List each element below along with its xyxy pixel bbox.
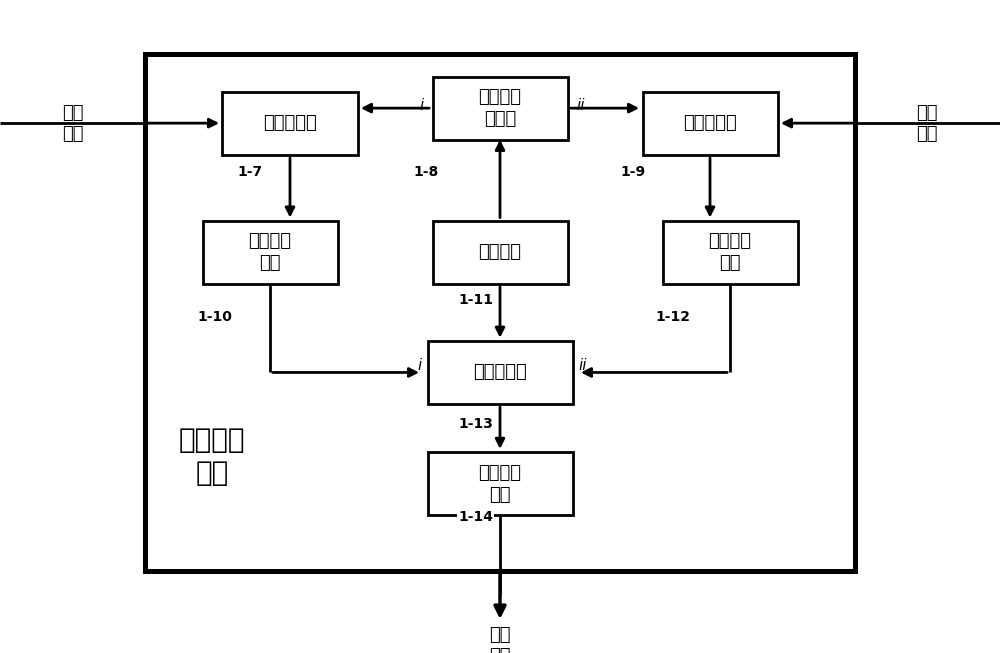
Text: 1-8: 1-8 [413,165,438,179]
Bar [432,221,568,284]
Text: 输入
信号: 输入 信号 [916,104,938,142]
Text: ii: ii [576,98,584,112]
Text: 第一混频器: 第一混频器 [263,114,317,132]
Text: 第一功率
分配器: 第一功率 分配器 [479,88,522,128]
Bar [428,452,572,515]
Bar [428,341,572,404]
Text: 1-14: 1-14 [458,509,493,524]
Bar [642,91,778,155]
Bar [432,76,568,140]
Text: 第三电滤
波器: 第三电滤 波器 [708,232,752,272]
Text: 1-13: 1-13 [458,417,493,430]
Text: 输入
信号: 输入 信号 [62,104,84,142]
Text: 1-10: 1-10 [197,310,232,324]
Bar [202,221,338,284]
Text: ii: ii [578,358,586,373]
Text: 第二混频器: 第二混频器 [683,114,737,132]
Text: 第三混频器: 第三混频器 [473,364,527,381]
Text: 第一本振: 第一本振 [479,244,522,261]
Text: i: i [418,358,422,373]
Text: 1-12: 1-12 [655,310,690,324]
Bar [662,221,798,284]
Text: 第二电滤
波器: 第二电滤 波器 [248,232,292,272]
Bar [222,91,358,155]
Text: i: i [420,98,424,112]
Text: 输出
信号: 输出 信号 [489,626,511,653]
Text: 第一信号
变换: 第一信号 变换 [179,426,245,486]
Bar [145,54,855,571]
Text: 1-11: 1-11 [458,293,493,308]
Text: 1-7: 1-7 [237,165,262,179]
Text: 1-9: 1-9 [620,165,645,179]
Text: 第四电滤
波器: 第四电滤 波器 [479,464,522,503]
